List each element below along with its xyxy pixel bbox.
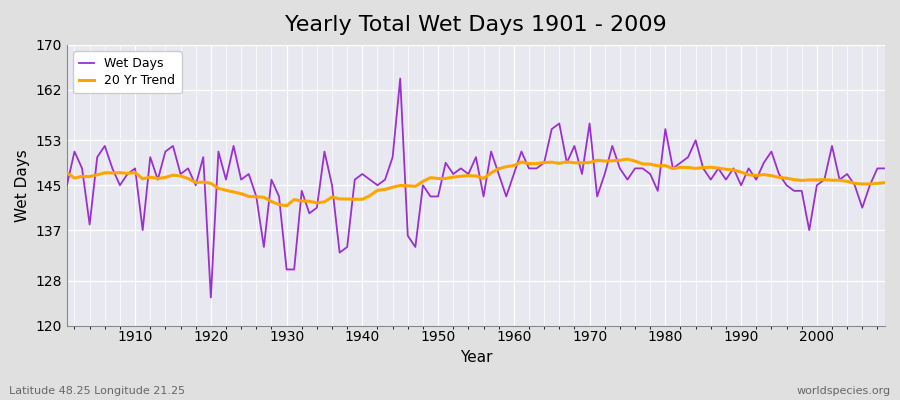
20 Yr Trend — [296, 198, 307, 203]
20 Yr Trend — [342, 196, 353, 201]
Text: worldspecies.org: worldspecies.org — [796, 386, 891, 396]
Y-axis label: Wet Days: Wet Days — [15, 149, 30, 222]
20 Yr Trend — [516, 160, 526, 164]
Wet Days — [615, 166, 626, 171]
20 Yr Trend — [622, 157, 633, 162]
Wet Days — [342, 244, 353, 249]
Wet Days — [879, 166, 890, 171]
20 Yr Trend — [879, 180, 890, 185]
Line: 20 Yr Trend: 20 Yr Trend — [67, 159, 885, 206]
Wet Days — [205, 295, 216, 300]
X-axis label: Year: Year — [460, 350, 492, 365]
Text: Latitude 48.25 Longitude 21.25: Latitude 48.25 Longitude 21.25 — [9, 386, 185, 396]
20 Yr Trend — [122, 171, 133, 176]
Wet Days — [395, 76, 406, 81]
Line: Wet Days: Wet Days — [67, 78, 885, 298]
20 Yr Trend — [281, 203, 292, 208]
Wet Days — [296, 188, 307, 193]
20 Yr Trend — [607, 158, 617, 163]
Wet Days — [61, 183, 72, 188]
Wet Days — [524, 166, 535, 171]
Wet Days — [122, 172, 133, 176]
20 Yr Trend — [61, 170, 72, 175]
20 Yr Trend — [508, 163, 519, 168]
Wet Days — [516, 149, 526, 154]
Title: Yearly Total Wet Days 1901 - 2009: Yearly Total Wet Days 1901 - 2009 — [285, 15, 667, 35]
Legend: Wet Days, 20 Yr Trend: Wet Days, 20 Yr Trend — [73, 51, 182, 93]
